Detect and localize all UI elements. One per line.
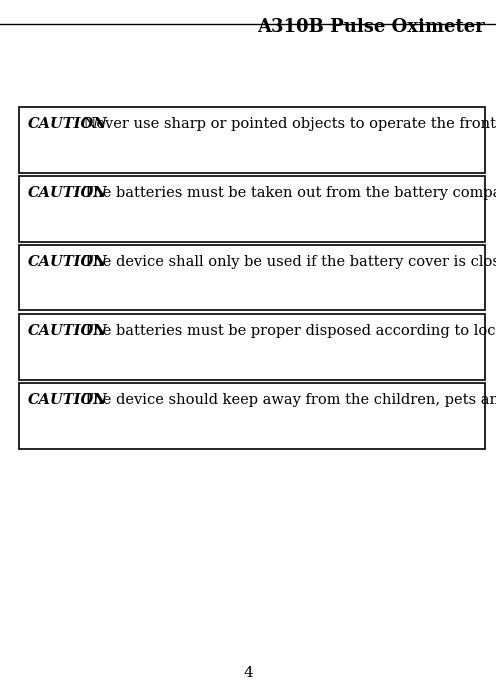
Text: CAUTION: CAUTION [28, 186, 108, 199]
Text: CAUTION: CAUTION [28, 393, 108, 406]
Text: : Never use sharp or pointed objects to operate the front-panel switches.: : Never use sharp or pointed objects to … [74, 117, 496, 130]
Bar [19, 314, 485, 380]
Text: : The device shall only be used if the battery cover is closed.: : The device shall only be used if the b… [74, 255, 496, 268]
Text: CAUTION: CAUTION [28, 117, 108, 130]
Text: CAUTION: CAUTION [28, 324, 108, 337]
Bar [19, 245, 485, 310]
Text: : The batteries must be proper disposed according to local regulation after thei: : The batteries must be proper disposed … [74, 324, 496, 337]
Bar [19, 107, 485, 172]
Text: A310B Pulse Oximeter: A310B Pulse Oximeter [257, 18, 485, 36]
Text: : The device should keep away from the children, pets and pests to avoid swallow: : The device should keep away from the c… [74, 393, 496, 406]
Text: 4: 4 [243, 666, 253, 680]
Text: CAUTION: CAUTION [28, 255, 108, 268]
Text: : The batteries must be taken out from the battery compartment if the device wil: : The batteries must be taken out from t… [74, 186, 496, 199]
Bar [19, 383, 485, 448]
Bar [19, 176, 485, 242]
